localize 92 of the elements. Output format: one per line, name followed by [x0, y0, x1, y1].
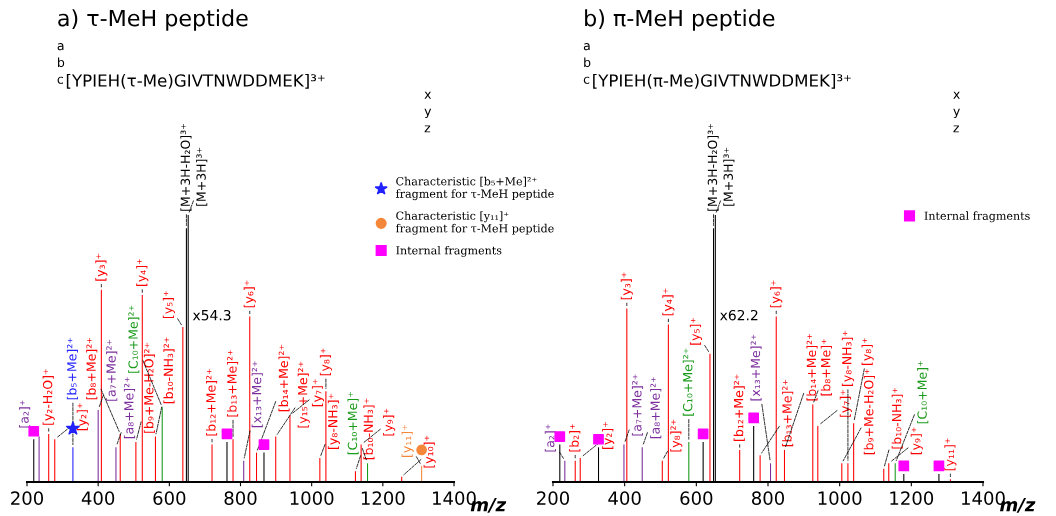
annotation: [b₈+Me]⁺: [820, 339, 832, 396]
text: c: [57, 76, 63, 84]
annotation: [b₁₀-NH₃]⁺: [363, 398, 375, 460]
text: a: [583, 43, 590, 51]
x-tick-label: 1000: [818, 491, 862, 505]
x-tick-label: 600: [153, 491, 186, 505]
annotation: [y₆]⁺: [770, 280, 783, 308]
x-tick-label: 1000: [290, 491, 334, 505]
annotation: [y₃]⁺: [95, 253, 108, 281]
x-tick-label: 800: [224, 491, 257, 505]
point: [258, 439, 270, 450]
text: x: [424, 91, 432, 99]
legend-label: Internal fragments: [396, 245, 502, 257]
annotation: [b₁₃+Me]²⁺: [226, 350, 239, 417]
x-tick-label: 200: [11, 491, 44, 505]
annotation: [y₁₀]⁺: [423, 435, 436, 468]
annotation: [b₁₂+Me]²⁺: [733, 374, 745, 441]
annotation: [b₂]⁺: [569, 424, 581, 452]
annotation: [M+3H]³⁺: [723, 147, 735, 206]
annotation: [a₇+Me]²⁺: [631, 374, 644, 436]
annotation: [a₂]⁺: [544, 424, 556, 452]
annotation: [a₂]⁺: [19, 400, 31, 428]
annotation: x54.3: [192, 309, 231, 321]
annotation: [b₉+Me-H₂O]⁺: [863, 369, 875, 455]
text: [YPIEH(π-Me)GIVTNWDDMEK]³⁺: [593, 73, 851, 89]
text: b: [584, 57, 591, 68]
annotation: [b₁₄+Me]²⁺: [806, 334, 818, 401]
text: a: [57, 43, 64, 51]
annotation: [y₁₁]⁺: [944, 438, 957, 471]
annotation: [C₁₀+Me]²⁺: [682, 348, 694, 416]
annotation: [y₈]²⁺: [670, 419, 683, 452]
x-tick-label: 1200: [890, 491, 934, 505]
annotation: [y₄]⁺: [662, 288, 675, 316]
annotation: [b₉+Me-H₂O]²⁺: [143, 342, 155, 433]
annotation: [y₇]⁺: [311, 379, 325, 407]
text: z: [953, 125, 959, 133]
annotation: [x₁₃+Me]²⁺: [251, 361, 263, 428]
annotation: [y₂]⁺: [602, 422, 615, 449]
text: b: [58, 57, 65, 68]
annotation: [y₅]⁺: [689, 317, 702, 345]
x-tick-label: 400: [81, 491, 115, 505]
legend-label: Internal fragments: [924, 211, 1030, 223]
annotation: [y₉]⁺: [910, 427, 923, 455]
annotation: [y₈-NH₃]⁺: [327, 393, 340, 449]
x-tick-label: 1200: [361, 491, 405, 505]
annotation: [M+3H]³⁺: [196, 147, 208, 206]
annotation: [y₉]⁺: [383, 408, 396, 436]
annotation: [M+3H-H₂O]³⁺: [180, 124, 192, 211]
annotation: [C₁₀+Me]⁺: [347, 392, 359, 455]
text: z: [424, 125, 431, 133]
text: [YPIEH(τ-Me)GIVTNWDDMEK]³⁺: [66, 73, 325, 89]
annotation: [y₁₁]⁺: [401, 425, 414, 457]
annotation: [a₈+Me]²⁺: [123, 377, 136, 439]
annotation: [y₁₅+Me]²⁺: [297, 361, 310, 428]
chart-title: b) π-MeH peptide: [585, 9, 775, 31]
annotation: [y₄]⁺: [136, 259, 149, 286]
x-tick-label: 400: [608, 491, 641, 505]
text: c: [583, 76, 590, 84]
annotation: [a₈+Me]²⁺: [650, 377, 662, 439]
text: y: [424, 108, 432, 119]
annotation: [y₂-H₂O]⁺: [42, 369, 55, 425]
annotation: [b₁₂+Me]²⁺: [205, 369, 218, 436]
annotation: [C₁₀+Me]⁺: [917, 361, 929, 424]
annotation: [b₁₀-NH₃]⁺: [891, 387, 903, 449]
x-tick-label: 800: [751, 491, 785, 505]
x-tick-label: 600: [680, 491, 713, 505]
x-tick-label: 200: [537, 491, 570, 505]
annotation: [b₅+Me]²⁺: [66, 337, 78, 400]
legend-label: Characteristic [y₁₁]⁺ fragment for τ-MeH peptide: [396, 211, 554, 235]
annotation: [y₆]⁺: [243, 280, 256, 308]
annotation: [a₇+Me]²⁺: [106, 339, 118, 401]
text: x: [953, 91, 960, 99]
annotation: [M+3H-H₂O]³⁺: [707, 124, 719, 211]
text: y: [953, 108, 960, 119]
annotation: [y₈-NH₃]⁺: [841, 330, 854, 386]
point: [898, 460, 910, 472]
annotation: [C₁₀+Me]²⁺: [128, 305, 140, 373]
annotation: [y₇]⁺: [839, 389, 852, 417]
annotation: x62.2: [720, 309, 758, 321]
chart-title: a) τ-MeH peptide: [58, 9, 248, 31]
annotation: [y₂]⁺: [76, 403, 89, 431]
annotation: [x₁₃+Me]²⁺: [750, 334, 762, 401]
annotation: [y₃]⁺: [620, 272, 633, 300]
legend-label: Characteristic [b₅+Me]²⁺ fragment for τ-MeH peptide: [396, 176, 554, 201]
annotation: [y₅]⁺: [162, 291, 175, 319]
annotation: [b₁₀-NH₃]²⁺: [163, 337, 175, 404]
annotation: [y₈]⁺: [319, 348, 332, 376]
annotation: [b₈+Me]²⁺: [86, 337, 98, 400]
annotation: [y₈]⁺: [861, 338, 874, 365]
annotation: [b₁₄+Me]²⁺: [278, 344, 290, 412]
annotation: [b₁₃+Me]²⁺: [782, 379, 794, 447]
point: [748, 412, 760, 424]
